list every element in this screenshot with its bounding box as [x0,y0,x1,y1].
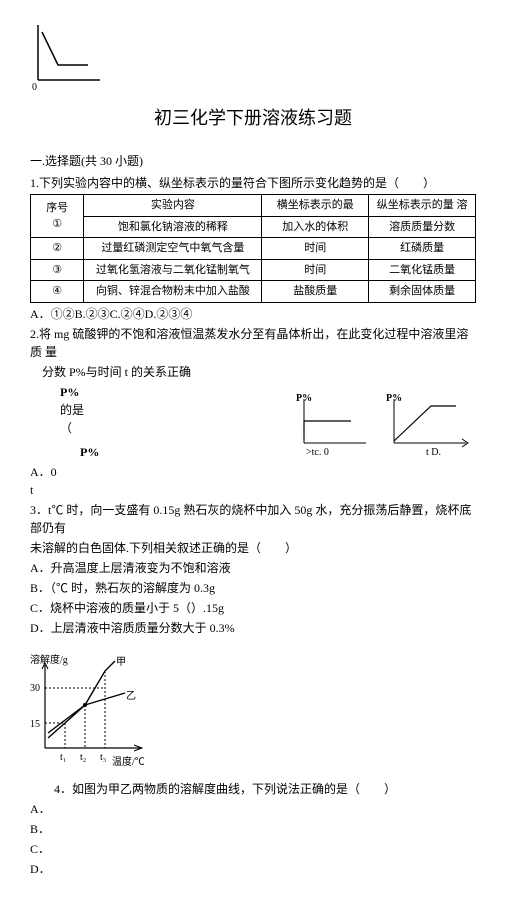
svg-text:t₁: t₁ [60,752,66,763]
q4-C: C． [30,840,476,858]
q2-graph-c: P% t D. [386,391,476,461]
q4-stem: 4．如图为甲乙两物质的溶解度曲线，下列说法正确的是（ ） [54,780,476,798]
th-seq: 序号① [31,195,84,238]
table-row: ④ 向铜、锌混合物粉末中加入盐酸 盐酸质量 剩余固体质量 [31,281,476,303]
table-row: ② 过量红磷测定空气中氧气含量 时间 红磷质量 [31,238,476,260]
q1-options: A．①②B.②③C.②④D.②③④ [30,305,476,323]
table-row: 序号① 实验内容 横坐标表示的最 纵坐标表示的量 溶 [31,195,476,217]
q3-C: C．烧杯中溶液的质量小于 5（）.15g [30,599,476,617]
svg-text:溶解度/g: 溶解度/g [30,653,68,666]
q3-stem1: 3．t℃ 时，向一支盛有 0.15g 熟石灰的烧杯中加入 50g 水，充分振荡后… [30,501,476,537]
svg-text:温度/℃: 温度/℃ [112,755,145,768]
svg-text:t₃: t₃ [100,752,106,763]
origin-label: 0 [32,82,37,90]
table-row: 饱和氯化钠溶液的稀释 加入水的体积 溶质质量分数 [31,216,476,238]
intro-graph: 0 [30,20,110,95]
q4-B: B． [30,820,476,838]
svg-text:>tc. 0: >tc. 0 [306,447,329,456]
svg-text:15: 15 [30,719,40,730]
svg-text:t D.: t D. [426,447,441,456]
q3-D: D．上层清液中溶质质量分数大于 0.3% [30,619,476,637]
svg-text:甲: 甲 [116,657,126,668]
q2-stem3: 的是（ [60,401,90,437]
page-title: 初三化学下册溶液练习题 [30,105,476,132]
q2-p-label: P% [60,383,90,401]
q3-A: A．升高温度上层清液变为不饱和溶液 [30,559,476,577]
svg-text:乙: 乙 [126,690,136,702]
q4-D: D． [30,860,476,878]
q2-stem2: 分数 P%与时间 t 的关系正确 [42,363,476,381]
q2-graph-b: P% >tc. 0 [296,391,376,461]
th-x: 横坐标表示的最 [262,195,369,217]
q3-B: B．（℃ 时，熟石灰的溶解度为 0.3g [30,579,476,597]
q2-bottom: A．0 t [30,463,476,499]
q3-stem2: 未溶解的白色固体.下列相关叙述正确的是（ ） [30,539,476,557]
svg-text:30: 30 [30,683,40,694]
q4-graph: 溶解度/g 15 30 t₁ t₂ t₃ 温度/℃ 甲 乙 [30,653,476,778]
th-content: 实验内容 [84,195,262,217]
q2-graph-row: P% 的是（ P% P% >tc. 0 P% t D. [30,383,476,461]
table-row: ③ 过氧化氢溶液与二氧化锰制氧气 时间 二氧化锰质量 [31,259,476,281]
q1-stem: 1.下列实验内容中的横、纵坐标表示的量符合下图所示变化趋势的是（ ） [30,174,476,192]
q2-stem1: 2.将 mg 硫酸钾的不饱和溶液恒温蒸发水分至有晶体析出，在此变化过程中溶液里溶… [30,325,476,361]
q4-A: A． [30,800,476,818]
th-y: 纵坐标表示的量 溶 [369,195,476,217]
q1-table: 序号① 实验内容 横坐标表示的最 纵坐标表示的量 溶 饱和氯化钠溶液的稀释 加入… [30,194,476,303]
svg-text:t₂: t₂ [80,752,86,763]
section-heading: 一.选择题(共 30 小题) [30,152,476,170]
